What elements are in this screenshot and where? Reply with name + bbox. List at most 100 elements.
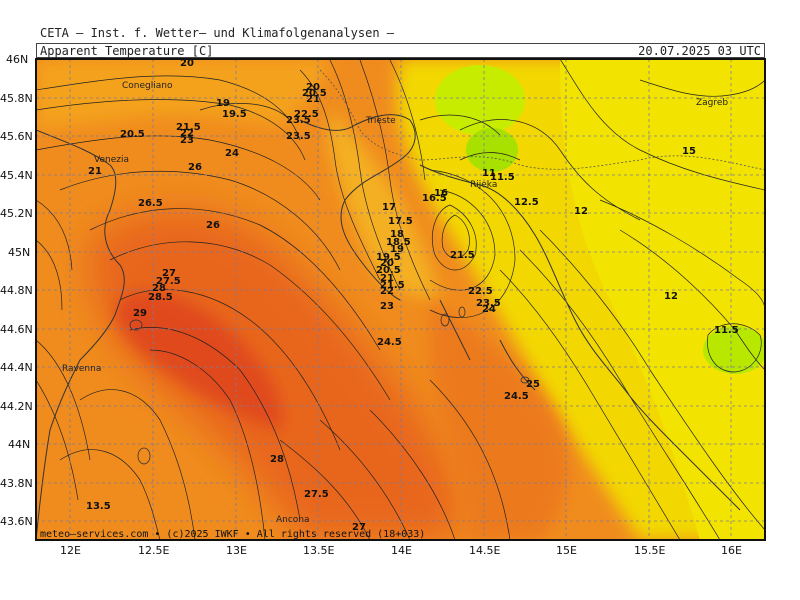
contour-label: 28	[152, 283, 166, 294]
longitude-axis: 12E 12.5E 13E 13.5E 14E 14.5E 15E 15.5E …	[60, 544, 742, 557]
city-conegliano: Conegliano	[122, 81, 173, 91]
contour-label: 11.5	[714, 325, 739, 336]
contour-label: 22.5	[468, 286, 493, 297]
field-cool-land-east	[560, 59, 765, 540]
map-frame	[35, 58, 766, 541]
contour-labels: 20 19 19.5 20.5 21.5 22 23 26 24 21 26.5…	[86, 58, 739, 533]
contour-label: 29	[133, 308, 147, 319]
contour-label: 21	[306, 94, 320, 105]
contour-label: 19.5	[222, 109, 247, 120]
contour-label: 11	[482, 168, 496, 179]
lon-label: 15E	[556, 544, 577, 557]
contour-label: 13.5	[86, 501, 111, 512]
contour-label: 16	[434, 188, 448, 199]
contour-label: 27	[352, 522, 366, 533]
lat-label: 44N	[8, 438, 30, 451]
contour-label: 25	[526, 379, 540, 390]
contour-label: 16.5	[422, 193, 447, 204]
lon-label: 13.5E	[303, 544, 334, 557]
lon-label: 16E	[721, 544, 742, 557]
contour-label: 26	[188, 162, 202, 173]
city-venezia: Venezia	[94, 155, 129, 165]
contour-label: 15	[682, 146, 696, 157]
coastlines	[36, 114, 741, 540]
city-ancona: Ancona	[276, 515, 310, 525]
contour-label: 17	[382, 202, 396, 213]
contour-label: 17.5	[388, 216, 413, 227]
contour-label: 12.5	[514, 197, 539, 208]
isotherm-lines	[36, 59, 765, 540]
lat-label: 43.8N	[0, 477, 33, 490]
contour-label: 28.5	[148, 292, 173, 303]
lat-label: 43.6N	[0, 515, 33, 528]
contour-label: 23.5	[286, 131, 311, 142]
contour-label: 21	[88, 166, 102, 177]
contour-label: 27	[162, 268, 176, 279]
field-warm-core	[88, 209, 461, 540]
lat-label: 45.6N	[0, 130, 33, 143]
lon-label: 14.5E	[469, 544, 500, 557]
contour-label: 18.5	[386, 237, 411, 248]
city-rijeka: Rijeka	[470, 180, 497, 190]
lat-label: 45N	[8, 246, 30, 259]
contour-label: 21.5	[450, 250, 475, 261]
contour-label: 22	[380, 286, 394, 297]
lat-label: 45.4N	[0, 169, 33, 182]
contour-label: 26.5	[138, 198, 163, 209]
lat-label: 44.6N	[0, 323, 33, 336]
city-labels: Conegliano Venezia Trieste Rijeka Zagreb…	[62, 81, 728, 525]
map-field: Conegliano Venezia Trieste Rijeka Zagreb…	[36, 58, 765, 540]
contour-label: 28	[270, 454, 284, 465]
contour-label: 24	[225, 148, 239, 159]
city-ravenna: Ravenna	[62, 364, 101, 374]
contour-label: 23	[180, 135, 194, 146]
contour-label: 19	[390, 244, 404, 255]
contour-label: 21	[380, 273, 394, 284]
contour-label: 11.5	[490, 172, 515, 183]
contour-label: 20	[306, 82, 320, 93]
lat-label: 45.2N	[0, 207, 33, 220]
lon-label: 15.5E	[634, 544, 665, 557]
map-subheader: Apparent_Temperature [C] 20.07.2025 03 U…	[36, 43, 765, 58]
lon-label: 13E	[226, 544, 247, 557]
lat-label: 46N	[6, 53, 28, 66]
contour-label: 21.5	[380, 280, 405, 291]
contour-label: 20	[180, 58, 194, 69]
lon-label: 14E	[391, 544, 412, 557]
copyright-footer: meteo—services.com • (c)2025 IWKF • All …	[40, 529, 425, 540]
country-borders	[319, 69, 765, 171]
contour-label: 24.5	[377, 337, 402, 348]
city-zagreb: Zagreb	[696, 98, 728, 108]
lat-label: 44.8N	[0, 284, 33, 297]
contour-label: 24.5	[504, 391, 529, 402]
lat-label: 44.4N	[0, 361, 33, 374]
cold-pocket-rijeka	[466, 128, 518, 172]
contour-label: 22.5	[294, 109, 319, 120]
valid-time-label: 20.07.2025 03 UTC	[638, 44, 761, 58]
contour-label: 22	[180, 128, 194, 139]
field-southeast	[430, 300, 569, 540]
contour-label: 23.5	[286, 115, 311, 126]
lon-label: 12.5E	[138, 544, 169, 557]
lon-label: 12E	[60, 544, 81, 557]
contour-label: 27.5	[156, 276, 181, 287]
city-trieste: Trieste	[365, 116, 396, 126]
lat-lon-grid	[36, 59, 765, 540]
contour-label: 20	[380, 258, 394, 269]
lat-label: 45.8N	[0, 92, 33, 105]
contour-label: 24	[482, 304, 496, 315]
lat-label: 44.2N	[0, 400, 33, 413]
field-northwest	[36, 59, 330, 130]
contour-label: 12	[664, 291, 678, 302]
field-hot-core	[116, 292, 283, 430]
contour-label: 20.5	[302, 88, 327, 99]
field-istria	[330, 110, 440, 300]
contour-label: 19.5	[376, 252, 401, 263]
islands	[129, 306, 530, 465]
contour-label: 20.5	[120, 129, 145, 140]
contour-label: 21.5	[176, 122, 201, 133]
cold-pocket-north	[435, 65, 525, 135]
latitude-axis: 46N 45.8N 45.6N 45.4N 45.2N 45N 44.8N 44…	[0, 53, 33, 528]
contour-label: 19	[216, 98, 230, 109]
